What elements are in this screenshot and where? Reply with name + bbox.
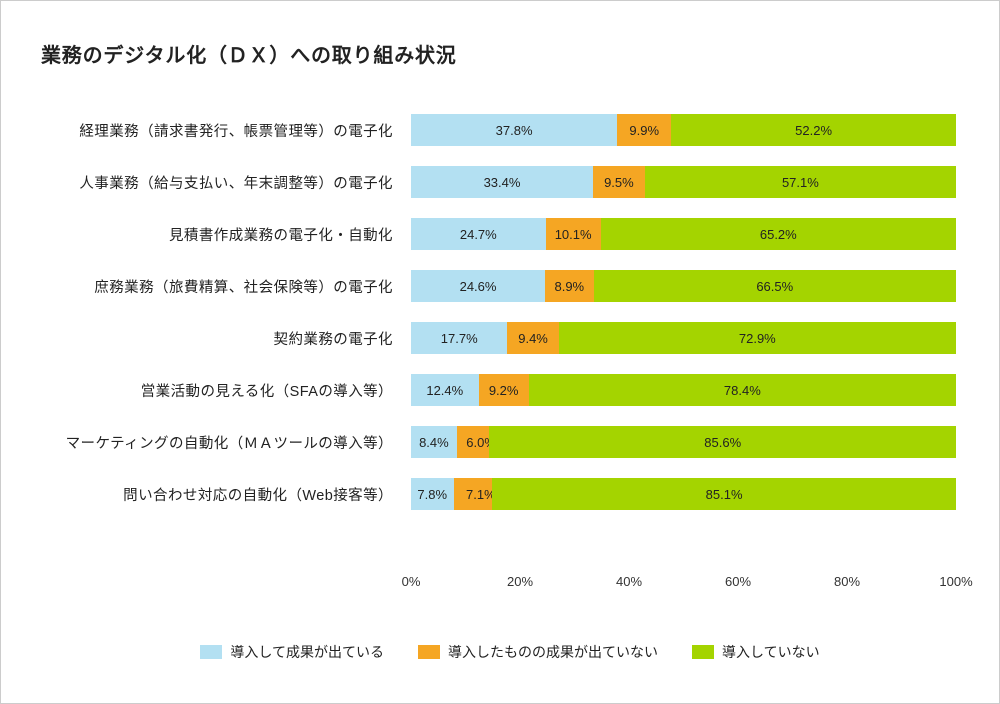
bar-segment: 9.5% — [593, 166, 645, 198]
axis-tick: 20% — [507, 574, 533, 589]
legend-item: 導入して成果が出ている — [200, 642, 384, 662]
row-label: マーケティングの自動化（ＭＡツールの導入等） — [41, 432, 411, 453]
axis-tick: 40% — [616, 574, 642, 589]
bar-segment: 24.6% — [411, 270, 545, 302]
legend-label: 導入していない — [722, 642, 820, 662]
bar-segment: 85.6% — [489, 426, 956, 458]
legend-swatch — [692, 645, 714, 659]
chart-row: 人事業務（給与支払い、年末調整等）の電子化33.4%9.5%57.1% — [41, 156, 961, 208]
axis-tick: 0% — [402, 574, 421, 589]
bar-segment: 85.1% — [492, 478, 956, 510]
axis-tick: 80% — [834, 574, 860, 589]
chart-row: 契約業務の電子化17.7%9.4%72.9% — [41, 312, 961, 364]
legend-swatch — [200, 645, 222, 659]
bar-segment: 7.8% — [411, 478, 454, 510]
bar-segment: 7.1% — [454, 478, 493, 510]
bar-segment: 12.4% — [411, 374, 479, 406]
bar-segment: 8.4% — [411, 426, 457, 458]
legend-item: 導入したものの成果が出ていない — [418, 642, 658, 662]
chart-area: 経理業務（請求書発行、帳票管理等）の電子化37.8%9.9%52.2%人事業務（… — [41, 104, 961, 574]
legend: 導入して成果が出ている 導入したものの成果が出ていない 導入していない — [41, 642, 979, 662]
bar-segment: 24.7% — [411, 218, 546, 250]
bar-segment: 65.2% — [601, 218, 956, 250]
chart-container: 業務のデジタル化（ＤＸ）への取り組み状況 経理業務（請求書発行、帳票管理等）の電… — [0, 0, 1000, 704]
bar-track: 24.6%8.9%66.5% — [411, 270, 956, 302]
bar-segment: 9.9% — [617, 114, 671, 146]
x-axis: 0%20%40%60%80%100% — [411, 574, 956, 598]
bar-segment: 8.9% — [545, 270, 594, 302]
row-label: 見積書作成業務の電子化・自動化 — [41, 224, 411, 245]
row-label: 契約業務の電子化 — [41, 328, 411, 349]
bar-track: 8.4%6.0%85.6% — [411, 426, 956, 458]
chart-row: 経理業務（請求書発行、帳票管理等）の電子化37.8%9.9%52.2% — [41, 104, 961, 156]
chart-row: マーケティングの自動化（ＭＡツールの導入等）8.4%6.0%85.6% — [41, 416, 961, 468]
row-label: 経理業務（請求書発行、帳票管理等）の電子化 — [41, 120, 411, 141]
row-label: 営業活動の見える化（SFAの導入等） — [41, 380, 411, 401]
bar-track: 37.8%9.9%52.2% — [411, 114, 956, 146]
chart-row: 庶務業務（旅費精算、社会保険等）の電子化24.6%8.9%66.5% — [41, 260, 961, 312]
bar-segment: 10.1% — [546, 218, 601, 250]
chart-title: 業務のデジタル化（ＤＸ）への取り組み状況 — [41, 39, 979, 68]
bar-segment: 37.8% — [411, 114, 617, 146]
bar-segment: 57.1% — [645, 166, 956, 198]
bar-segment: 66.5% — [594, 270, 956, 302]
bar-segment: 72.9% — [559, 322, 956, 354]
bar-segment: 33.4% — [411, 166, 593, 198]
chart-row: 営業活動の見える化（SFAの導入等）12.4%9.2%78.4% — [41, 364, 961, 416]
bar-track: 12.4%9.2%78.4% — [411, 374, 956, 406]
bar-segment: 9.2% — [479, 374, 529, 406]
bar-track: 7.8%7.1%85.1% — [411, 478, 956, 510]
bar-segment: 17.7% — [411, 322, 507, 354]
legend-label: 導入したものの成果が出ていない — [448, 642, 658, 662]
bar-segment: 78.4% — [529, 374, 956, 406]
bar-track: 17.7%9.4%72.9% — [411, 322, 956, 354]
bar-segment: 9.4% — [507, 322, 558, 354]
axis-tick: 100% — [939, 574, 972, 589]
bar-segment: 52.2% — [671, 114, 956, 146]
chart-row: 問い合わせ対応の自動化（Web接客等）7.8%7.1%85.1% — [41, 468, 961, 520]
row-label: 問い合わせ対応の自動化（Web接客等） — [41, 484, 411, 505]
chart-row: 見積書作成業務の電子化・自動化24.7%10.1%65.2% — [41, 208, 961, 260]
row-label: 庶務業務（旅費精算、社会保険等）の電子化 — [41, 276, 411, 297]
bar-segment: 6.0% — [457, 426, 490, 458]
legend-label: 導入して成果が出ている — [230, 642, 384, 662]
bar-track: 24.7%10.1%65.2% — [411, 218, 956, 250]
bar-track: 33.4%9.5%57.1% — [411, 166, 956, 198]
legend-item: 導入していない — [692, 642, 820, 662]
legend-swatch — [418, 645, 440, 659]
row-label: 人事業務（給与支払い、年末調整等）の電子化 — [41, 172, 411, 193]
axis-tick: 60% — [725, 574, 751, 589]
